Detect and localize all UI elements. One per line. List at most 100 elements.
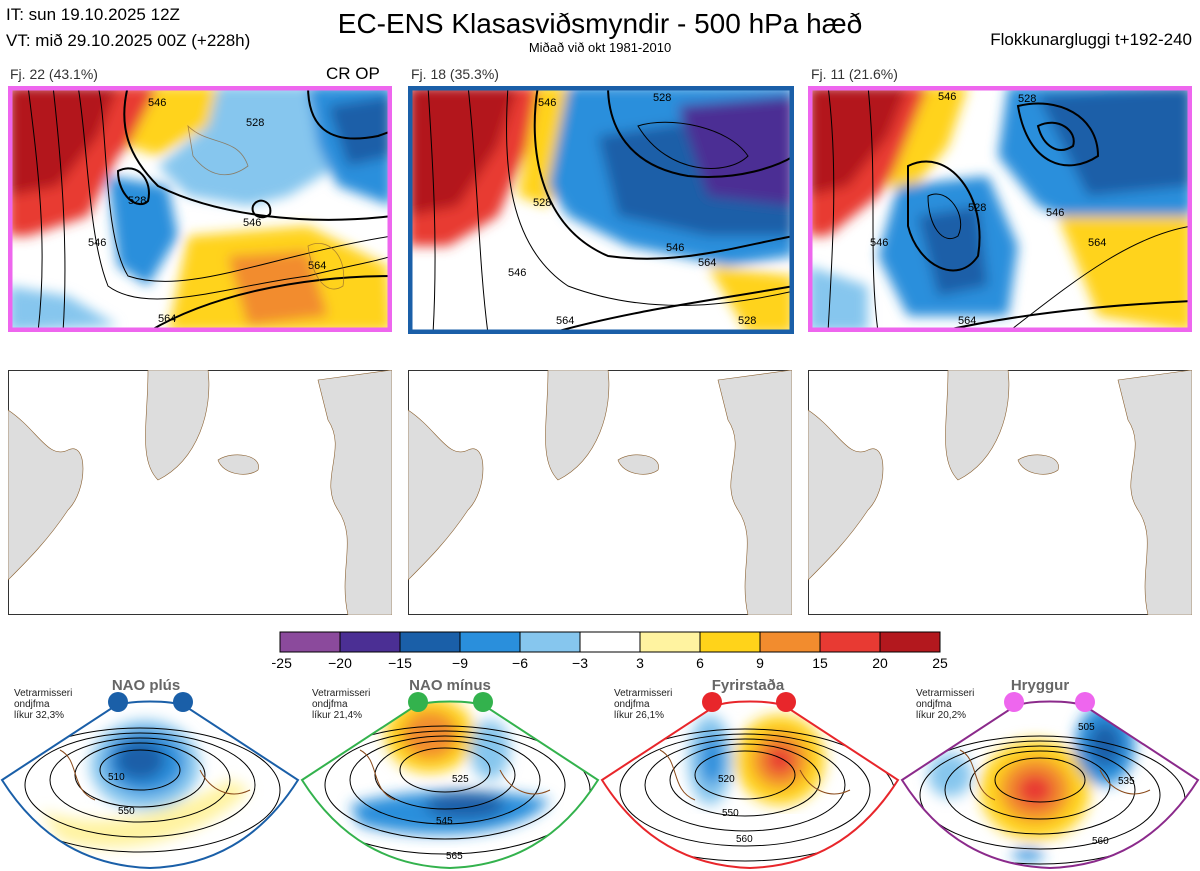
closed-low-contour (116, 167, 150, 206)
anomaly-positive-se (708, 266, 794, 334)
anomaly-strong-positive (808, 86, 908, 196)
anomaly-negative-weak (158, 86, 338, 206)
fan-border (300, 700, 600, 870)
coastline (59, 749, 251, 801)
closed-low-contour (907, 160, 981, 272)
cluster-border (8, 86, 392, 332)
colorbar-tick-label: −25 (272, 655, 292, 671)
contour-label: 560 (736, 834, 753, 845)
landmass-greenland (145, 370, 210, 481)
anomaly-positive-core (402, 711, 458, 759)
contour-label: 550 (118, 806, 135, 817)
height-contour (99, 749, 181, 791)
regime-note-line: ondjfma (312, 699, 348, 710)
coastline (359, 749, 551, 801)
contour-label: 546 (870, 237, 888, 249)
cluster-label-1: Fj. 22 (43.1%) (10, 66, 98, 82)
cluster-label-3: Fj. 11 (21.6%) (811, 66, 898, 82)
height-contour (919, 740, 1161, 850)
colorbar-tick-label: 15 (812, 655, 828, 671)
page-subtitle: Miðað við okt 1981-2010 (528, 40, 672, 55)
contour-label: 564 (308, 260, 326, 272)
anomaly-strong-positive (408, 86, 518, 216)
contour-label: 528 (246, 117, 264, 129)
contour-label: 528 (128, 195, 146, 207)
landmass-greenland (945, 370, 1010, 481)
height-contour (49, 737, 231, 823)
contour-label: 564 (698, 257, 716, 269)
colorbar-swatch (639, 631, 701, 653)
colorbar-tick-label: 3 (636, 655, 644, 671)
closed-low-contour (1016, 102, 1100, 167)
colorbar-swatch (699, 631, 761, 653)
cluster-border (808, 86, 1192, 332)
landmass-west (8, 409, 84, 581)
contour-label: 546 (666, 242, 684, 254)
colorbar-tick-label: −6 (512, 655, 528, 671)
colorbar-swatch (399, 631, 461, 653)
contour-label: 520 (718, 774, 735, 785)
cluster-label-2: Fj. 18 (35.3%) (411, 66, 499, 82)
height-contour-thick (547, 285, 794, 334)
colorbar-swatch (579, 631, 641, 653)
regime-note-line: ondjfma (916, 699, 952, 710)
regime-map-blocking: 520 550 560 (600, 692, 900, 870)
anomaly-negative-south (1012, 849, 1044, 861)
height-contour (467, 86, 489, 334)
contour-label: 564 (958, 315, 976, 327)
valid-time: VT: mið 29.10.2025 00Z (+228h) (6, 31, 251, 50)
landmass-iceland (217, 454, 259, 475)
height-contour-thick (937, 300, 1192, 332)
landmass-west (808, 409, 884, 581)
colorbar-tick-label: 6 (696, 655, 704, 671)
contour-label: 560 (1092, 836, 1109, 847)
anomaly-positive-south-core (228, 251, 328, 326)
anomaly-positive-weak (40, 780, 250, 848)
height-contour (969, 750, 1111, 820)
fan-border (600, 700, 900, 870)
page-title: EC-ENS Klasasviðsmyndir - 500 hPa hæð (337, 8, 863, 39)
contour-label: 505 (1078, 722, 1095, 733)
height-contour (2, 727, 281, 853)
contour-label: 546 (88, 237, 106, 249)
height-contour (77, 86, 392, 300)
coastline (659, 749, 851, 801)
contour-label: 564 (158, 313, 176, 325)
fan-border (0, 700, 300, 870)
landmass-iceland (617, 454, 659, 475)
colorbar-swatch (519, 631, 581, 653)
regime-note-1: Vetrarmisseri ondjfma líkur 32,3% (14, 688, 72, 721)
colorbar-tick-label: −3 (572, 655, 588, 671)
regime-map-nao-minus: 525 545 565 (300, 692, 600, 870)
height-contour (506, 86, 794, 306)
landmass-iceland (1017, 454, 1059, 475)
height-contour (374, 740, 516, 810)
base-map-3 (808, 370, 1192, 615)
height-contour (619, 733, 871, 847)
closed-low-contour (927, 193, 962, 239)
height-contour-thick (123, 86, 392, 221)
anomaly-negative-strong (328, 96, 392, 166)
contour-label: 546 (1046, 207, 1064, 219)
contour-label: 550 (722, 808, 739, 819)
regime-dot (702, 692, 722, 712)
cluster-map-1: 546 528 546 528 546 564 564 (8, 86, 392, 332)
colorbar-tick-label: −20 (328, 655, 352, 671)
regime-note-2: Vetrarmisseri ondjfma líkur 21,4% (312, 688, 370, 721)
cluster-tag-1: CR OP (326, 64, 380, 83)
height-contour (427, 86, 436, 334)
regime-dot (473, 692, 493, 712)
anomaly-negative (700, 735, 724, 785)
coastline (307, 243, 345, 290)
height-contour (97, 86, 392, 282)
height-contour (867, 86, 879, 332)
classification-window: Flokkunargluggi t+192-240 (990, 30, 1192, 49)
fan-border (900, 700, 1200, 870)
height-contour (994, 757, 1086, 803)
regime-note-4: Vetrarmisseri ondjfma líkur 20,2% (916, 688, 974, 721)
regime-note-line: líkur 21,4% (312, 710, 363, 721)
height-contour (827, 86, 835, 332)
height-contour (644, 738, 846, 832)
regime-note-line: Vetrarmisseri (916, 688, 975, 699)
height-contour (1007, 225, 1192, 332)
